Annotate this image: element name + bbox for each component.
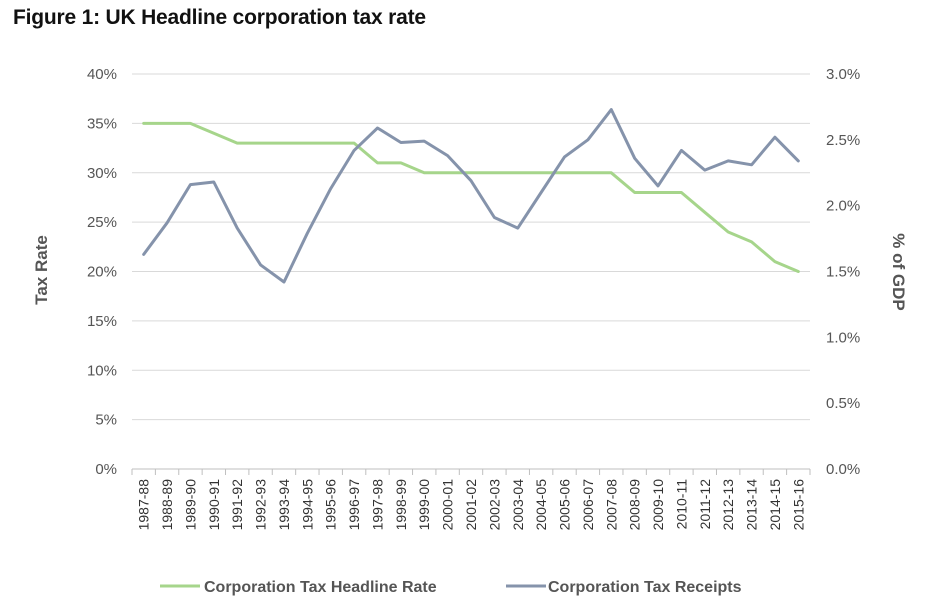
x-axis: 1987-88 1988-89 1989-90 1990-91 1991-92 1992-…	[131, 469, 811, 531]
series-lines	[142, 108, 800, 284]
y-left-tick-label: 40%	[87, 66, 117, 83]
x-tick-label: 2005-06	[557, 479, 573, 531]
series-line-receipts	[142, 108, 800, 284]
x-tick-label: 1990-91	[206, 479, 222, 531]
x-tick-label: 1997-98	[369, 479, 385, 531]
x-tick-label: 2014-15	[767, 479, 783, 531]
x-tick-label: 2002-03	[486, 479, 502, 531]
x-tick-label: 2013-14	[744, 479, 760, 531]
legend: Corporation Tax Headline Rate Corporation…	[160, 579, 742, 596]
y-left-tick-label: 0%	[95, 461, 117, 478]
gridlines	[132, 73, 810, 470]
y-right-tick-label: 1.0%	[826, 329, 860, 346]
x-tick-label: 1992-93	[253, 479, 269, 531]
x-tick-label: 2007-08	[603, 479, 619, 531]
x-tick-label: 1998-99	[393, 479, 409, 531]
x-tick-label: 2008-09	[627, 479, 643, 531]
y-left-tick-label: 25%	[87, 214, 117, 231]
x-tick-label: 1991-92	[229, 479, 245, 531]
chart-title: Figure 1: UK Headline corporation tax ra…	[13, 6, 426, 29]
legend-label: Corporation Tax Headline Rate	[204, 579, 437, 596]
x-tick-label: 1996-97	[346, 479, 362, 531]
x-tick-label: 1989-90	[182, 479, 198, 531]
y-right-tick-label: 3.0%	[826, 66, 860, 83]
y-right-tick-label: 1.5%	[826, 264, 860, 281]
y-right-tick-label: 0.5%	[826, 395, 860, 412]
x-tick-label: 1995-96	[323, 479, 339, 531]
left-axis-ticks: 0% 5% 10% 15% 20% 25% 30% 35% 40%	[87, 66, 117, 478]
x-tick-label: 1993-94	[276, 479, 292, 531]
x-tick-label: 1994-95	[299, 479, 315, 531]
x-tick-label: 2011-12	[697, 479, 713, 530]
x-tick-label: 2009-10	[650, 479, 666, 531]
x-tick-label: 2015-16	[790, 479, 806, 531]
y-right-tick-label: 0.0%	[826, 461, 860, 478]
x-tick-label: 2003-04	[510, 479, 526, 531]
y-left-tick-label: 5%	[95, 412, 117, 429]
y-left-tick-label: 20%	[87, 264, 117, 281]
legend-label: Corporation Tax Receipts	[548, 579, 742, 596]
series-line-headline-rate	[142, 121, 800, 273]
x-tick-label: 2000-01	[440, 479, 456, 531]
y-axis-left-title: Tax Rate	[32, 235, 51, 305]
y-right-tick-label: 2.0%	[826, 198, 860, 215]
y-left-tick-label: 30%	[87, 165, 117, 182]
x-tick-label: 2001-02	[463, 479, 479, 531]
x-tick-label: 2006-07	[580, 479, 596, 531]
x-tick-label: 1988-89	[159, 479, 175, 531]
x-tick-label: 1999-00	[416, 479, 432, 531]
y-left-tick-label: 15%	[87, 313, 117, 330]
right-axis-ticks: 0.0% 0.5% 1.0% 1.5% 2.0% 2.5% 3.0%	[826, 66, 860, 478]
x-tick-label: 2004-05	[533, 479, 549, 531]
x-tick-label: 2010-11	[673, 479, 689, 530]
x-tick-label: 2012-13	[720, 479, 736, 531]
x-tick-label: 1987-88	[136, 479, 152, 531]
y-left-tick-label: 35%	[87, 115, 117, 132]
y-axis-right-title: % of GDP	[889, 233, 908, 310]
y-left-tick-label: 10%	[87, 362, 117, 379]
y-right-tick-label: 2.5%	[826, 132, 860, 149]
